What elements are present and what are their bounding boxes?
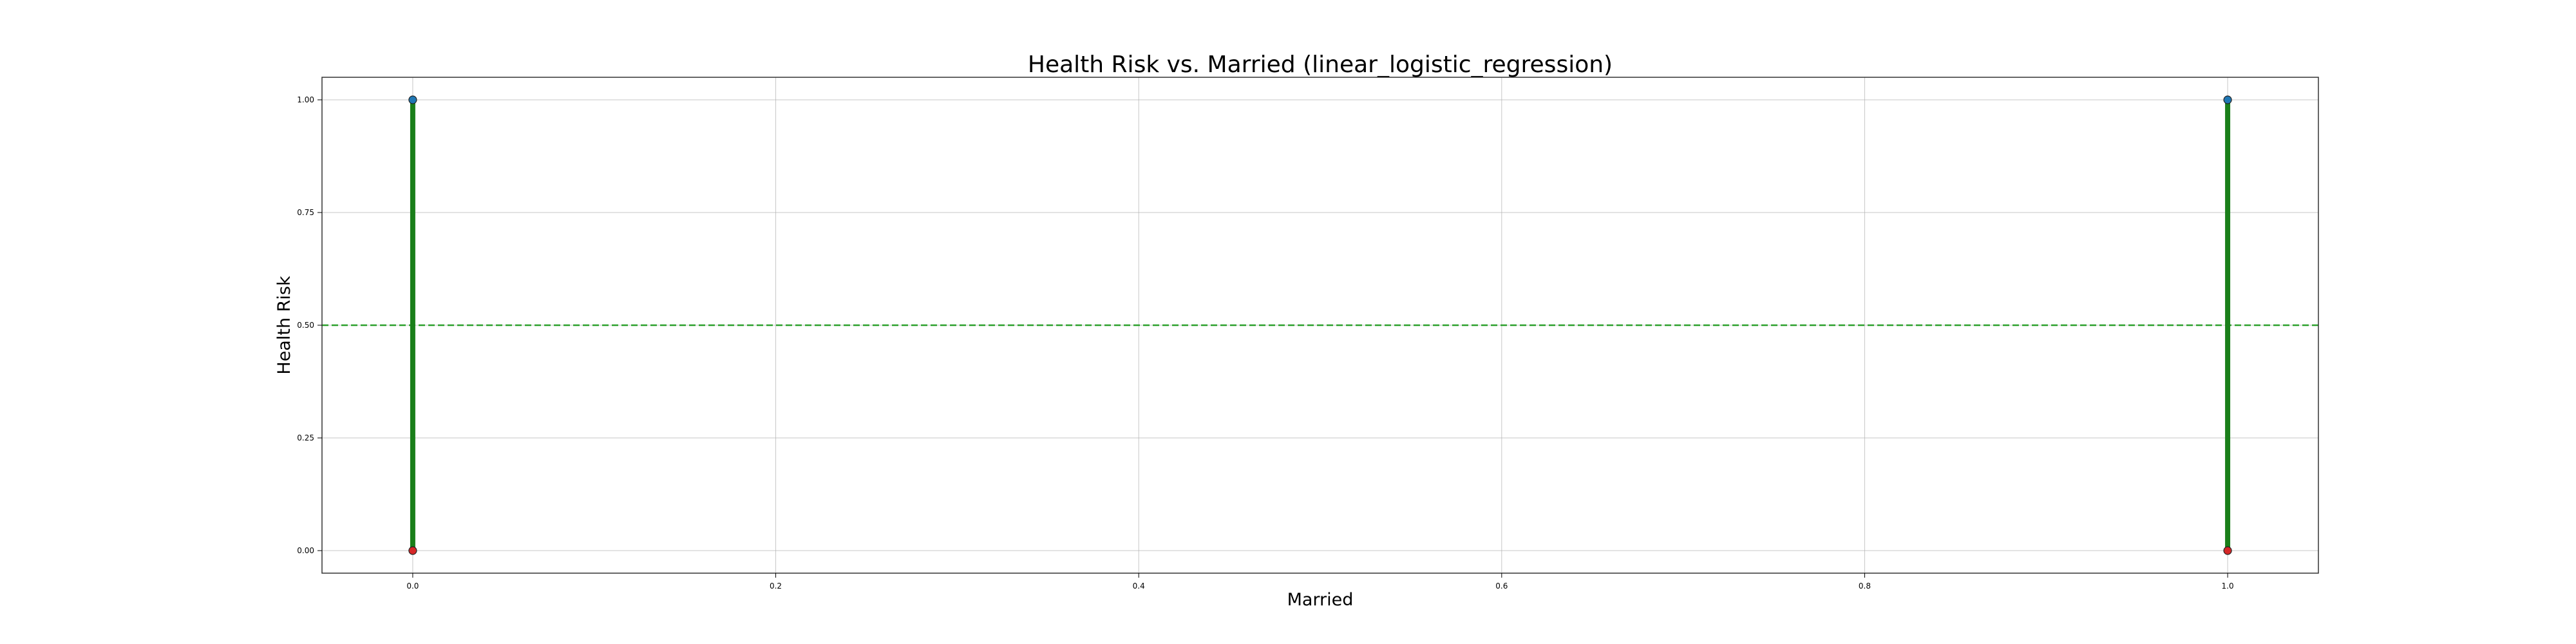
y-axis-label: Health Risk: [274, 276, 294, 375]
x-tick-label: 0.8: [1859, 582, 1871, 591]
chart-title: Health Risk vs. Married (linear_logistic…: [1028, 52, 1613, 78]
y-tick-label: 0.00: [297, 546, 314, 555]
x-tick-label: 0.6: [1495, 582, 1508, 591]
axis-ticks: 0.0 0.2 0.4 0.6 0.8 1.0 0.00 0.25 0.50 0.75 1.00: [297, 95, 2233, 591]
data-point: [408, 546, 417, 555]
y-tick-label: 1.00: [297, 95, 314, 104]
y-tick-label: 0.25: [297, 433, 314, 442]
x-tick-label: 0.2: [770, 582, 782, 591]
data-points: [408, 95, 2232, 555]
x-tick-label: 1.0: [2222, 582, 2234, 591]
x-tick-label: 0.4: [1133, 582, 1145, 591]
data-point: [408, 95, 417, 104]
y-tick-label: 0.75: [297, 208, 314, 217]
prediction-lines: [410, 97, 2231, 553]
y-tick-label: 0.50: [297, 321, 314, 330]
x-tick-label: 0.0: [406, 582, 419, 591]
data-point: [2223, 546, 2232, 555]
x-axis-label: Married: [1287, 590, 1354, 610]
data-point: [2223, 95, 2232, 104]
